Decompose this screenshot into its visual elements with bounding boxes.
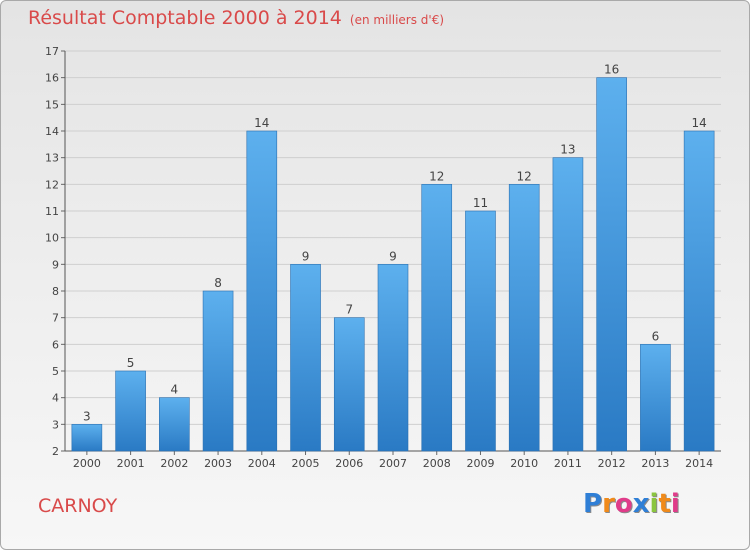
x-tick-label: 2010 [510,457,538,470]
data-label: 12 [517,169,532,183]
x-tick-label: 2001 [117,457,145,470]
bar [552,157,584,452]
bar [333,317,365,452]
data-label: 11 [473,196,488,210]
x-tick-label: 2005 [292,457,320,470]
data-label: 12 [429,169,444,183]
data-label: 6 [652,329,660,343]
x-tick-label: 2011 [554,457,582,470]
data-label: 14 [254,116,269,130]
x-tick-label: 2003 [204,457,232,470]
data-label: 5 [127,356,135,370]
logo-letter: t [658,489,671,519]
x-tick-label: 2004 [248,457,276,470]
bars [71,77,715,452]
y-tick-label: 15 [45,98,59,111]
bar [683,130,715,452]
bar [202,290,234,452]
y-tick-label: 13 [45,152,59,165]
city-label: CARNOY [38,495,118,517]
chart-subtitle: (en milliers d'€) [349,13,445,27]
data-label: 8 [214,276,222,290]
x-tick-label: 2009 [466,457,494,470]
logo-letter: P [583,489,603,519]
x-tick-label: 2014 [685,457,713,470]
x-tick-label: 2007 [379,457,407,470]
y-tick-label: 16 [45,72,59,85]
data-label: 7 [345,303,353,317]
y-tick-label: 12 [45,178,59,191]
x-tick-label: 2002 [160,457,188,470]
bar [159,397,190,452]
y-tick-label: 17 [45,45,59,58]
y-tick-label: 9 [52,258,59,271]
chart-title-text: Résultat Comptable 2000 à 2014 [28,7,342,29]
data-labels: 3 5 4 8 14 9 7 9 12 11 12 13 16 6 14 [83,63,707,424]
x-tick-label: 2006 [335,457,363,470]
data-label: 4 [171,383,179,397]
y-tick-label: 11 [45,205,59,218]
bar [115,370,146,452]
bar [290,264,321,452]
y-tick-label: 7 [52,312,59,325]
proxiti-logo: Proxiti [583,489,680,519]
y-tick-label: 5 [52,365,59,378]
logo-letter: i [649,489,659,519]
x-tick-label: 2012 [598,457,626,470]
bar [246,130,278,452]
data-label: 9 [389,249,397,263]
x-tick-label: 2000 [73,457,101,470]
axes: 2 3 4 5 6 7 8 9 10 11 12 13 14 15 16 17 2000 2001 2002 2003… [45,45,721,470]
y-tick-label: 2 [52,445,59,458]
bar [71,424,103,452]
logo-letter: x [632,489,650,519]
bar [508,184,540,452]
bar [640,344,671,452]
logo-letter: r [602,489,615,519]
data-label: 3 [83,409,91,423]
chart-title: Résultat Comptable 2000 à 2014 (en millie… [28,7,444,29]
data-label: 16 [604,63,619,77]
logo-letter: o [614,489,633,519]
bar [377,264,409,452]
data-label: 13 [560,143,575,157]
y-tick-label: 10 [45,232,59,245]
bar [465,210,496,452]
y-tick-label: 6 [52,338,59,351]
bar [596,77,627,452]
y-tick-label: 14 [45,125,59,138]
bar [421,184,453,452]
y-tick-label: 4 [52,392,59,405]
y-tick-label: 3 [52,418,59,431]
x-tick-label: 2008 [423,457,451,470]
data-label: 14 [691,116,706,130]
data-label: 9 [302,249,310,263]
y-tick-label: 8 [52,285,59,298]
x-tick-label: 2013 [641,457,669,470]
logo-letter: i [670,489,680,519]
